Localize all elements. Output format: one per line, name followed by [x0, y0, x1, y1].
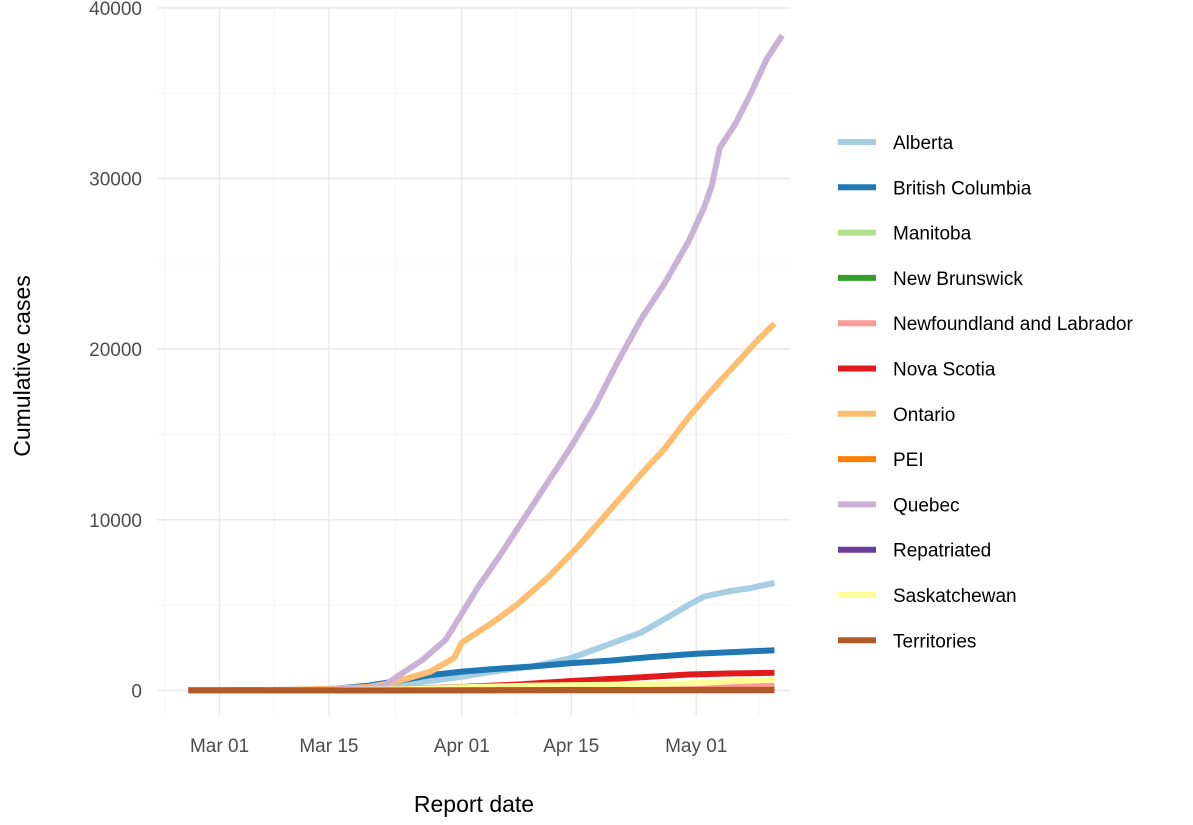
series-lines [188, 33, 785, 694]
x-axis-title: Report date [414, 791, 534, 817]
legend-label: Manitoba [893, 224, 972, 245]
legend-label: New Brunswick [893, 269, 1023, 290]
legend: Alberta British Columbia Manitoba New Bruns… [838, 133, 1133, 652]
legend-label: Nova Scotia [893, 360, 996, 381]
series-line-territories [188, 686, 775, 694]
legend-label: PEI [893, 450, 924, 471]
legend-label: Alberta [893, 133, 954, 154]
x-tick-label: May 01 [665, 736, 727, 757]
legend-label: Territories [893, 631, 976, 652]
grid [157, 7, 790, 716]
legend-label: Ontario [893, 405, 955, 426]
y-tick-label: 0 [131, 681, 142, 702]
y-tick-label: 10000 [89, 511, 142, 532]
series-line-ontario [188, 321, 777, 694]
legend-label: Quebec [893, 495, 960, 516]
x-tick-label: Apr 01 [434, 736, 490, 757]
y-tick-label: 40000 [89, 0, 142, 20]
series-line-quebec [188, 33, 785, 694]
x-axis-ticks: Mar 01 Mar 15 Apr 01 Apr 15 May 01 [190, 736, 727, 757]
y-tick-label: 20000 [89, 340, 142, 361]
x-tick-label: Mar 01 [190, 736, 249, 757]
legend-label: British Columbia [893, 178, 1032, 199]
x-tick-label: Apr 15 [543, 736, 599, 757]
legend-label: Repatriated [893, 541, 991, 562]
legend-label: Saskatchewan [893, 586, 1017, 607]
x-tick-label: Mar 15 [299, 736, 358, 757]
legend-label: Newfoundland and Labrador [893, 314, 1133, 335]
y-tick-label: 30000 [89, 170, 142, 191]
y-axis-ticks: 0 10000 20000 30000 40000 [89, 0, 142, 702]
y-axis-title: Cumulative cases [9, 275, 35, 457]
